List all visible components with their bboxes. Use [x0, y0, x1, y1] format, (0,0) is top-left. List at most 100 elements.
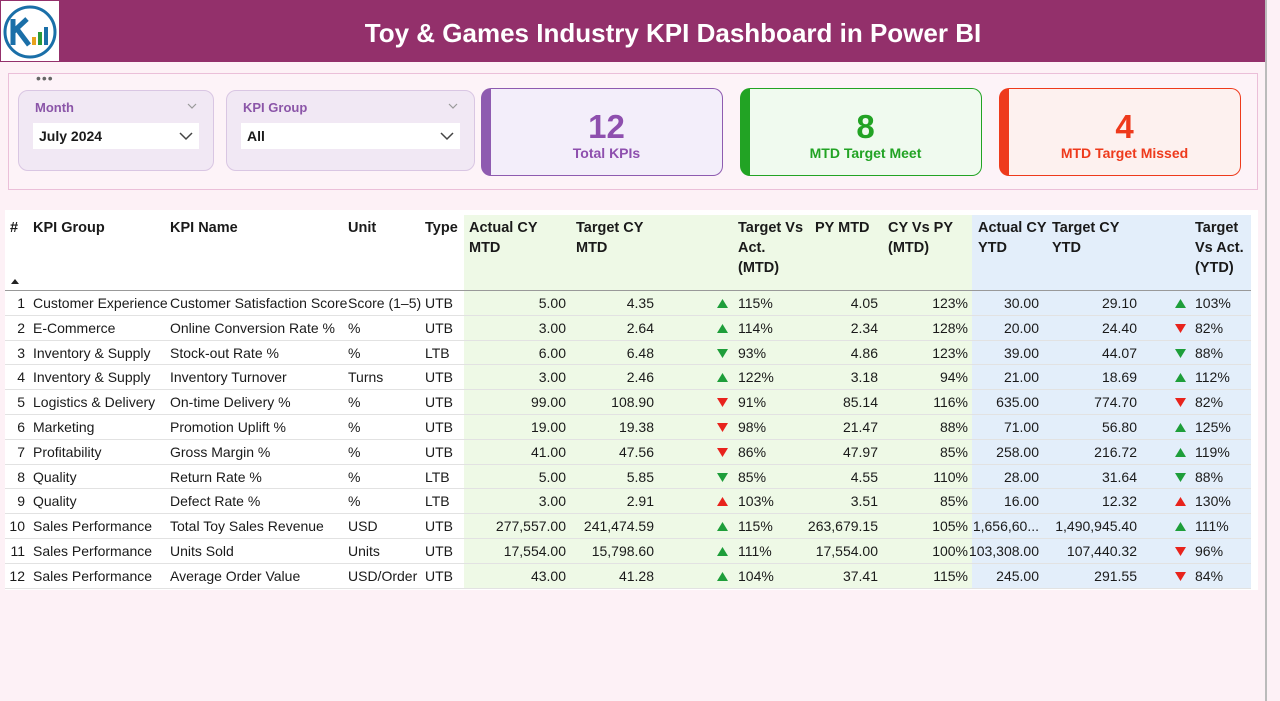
status-arrow — [717, 497, 728, 507]
table-cell: 16.00 — [1003, 493, 1039, 510]
column-header[interactable]: Unit — [348, 220, 377, 236]
row-rule — [5, 339, 1251, 341]
status-arrow — [717, 547, 728, 556]
table-cell: UTB — [425, 567, 453, 584]
table-cell: 3.18 — [850, 369, 878, 386]
table-cell: Total Toy Sales Revenue — [170, 518, 324, 535]
table-cell: 111% — [738, 543, 772, 559]
table-cell: 85% — [738, 468, 767, 485]
status-arrow — [1175, 497, 1186, 507]
table-cell: 111% — [1195, 518, 1229, 535]
dashboard-title: Toy & Games Industry KPI Dashboard in Po… — [364, 18, 982, 48]
status-arrow — [717, 323, 728, 333]
card-value: 4 — [1115, 108, 1134, 145]
logo-icon — [3, 5, 57, 59]
column-header[interactable]: CY Vs PY (MTD) — [888, 220, 953, 256]
filter-dropdown[interactable]: All — [241, 123, 460, 149]
column-header[interactable]: Target Vs Act. (MTD) — [738, 220, 804, 276]
row-rule — [5, 438, 1251, 440]
table-cell: Gross Margin % — [170, 443, 271, 460]
table-cell: 4.05 — [850, 295, 878, 311]
table-cell: 107,440.32 — [1066, 543, 1137, 559]
column-header[interactable]: Actual CY YTD — [978, 220, 1047, 256]
table-cell: 31.64 — [1101, 468, 1137, 485]
collapse-chevron — [448, 103, 458, 109]
status-arrow — [1175, 299, 1186, 308]
table-cell: 88% — [1195, 468, 1224, 485]
table-cell: 88% — [939, 419, 968, 435]
filter-label: KPI Group — [243, 100, 308, 115]
table-cell: Stock-out Rate % — [170, 344, 279, 361]
table-cell: 41.00 — [530, 443, 566, 460]
table-cell: 43.00 — [530, 567, 566, 584]
table-cell: 93% — [738, 344, 767, 361]
column-header[interactable]: Type — [425, 220, 458, 236]
table-cell: 28.00 — [1003, 468, 1039, 485]
table-cell: 10 — [9, 518, 25, 535]
table-cell: 94% — [939, 369, 968, 386]
table-cell: 37.41 — [842, 567, 878, 584]
table-cell: 774.70 — [1094, 394, 1137, 411]
table-cell: Online Conversion Rate % — [170, 319, 335, 336]
filter-slicer[interactable]: KPI Group All — [226, 90, 475, 171]
card-value: 8 — [856, 108, 875, 145]
row-rule — [5, 364, 1251, 366]
filter-value: All — [247, 128, 265, 144]
table-cell: % — [348, 319, 361, 336]
table-cell: 6 — [17, 419, 25, 435]
table-cell: E-Commerce — [33, 319, 116, 336]
table-cell: UTB — [425, 419, 453, 435]
column-header[interactable]: Target CY YTD — [1052, 220, 1120, 256]
kpi-card: 12 Total KPIs — [481, 88, 723, 176]
status-arrow — [1175, 522, 1186, 532]
more-options[interactable]: ••• — [36, 70, 54, 86]
column-header[interactable]: PY MTD — [815, 220, 870, 236]
column-header[interactable]: Target Vs Act. (YTD) — [1195, 220, 1244, 276]
table-cell: Promotion Uplift % — [170, 419, 286, 435]
status-arrow — [1175, 447, 1186, 457]
table-cell: 8 — [17, 468, 25, 485]
status-arrow — [1175, 472, 1186, 482]
table-cell: 4.35 — [626, 295, 654, 311]
filter-slicer[interactable]: Month July 2024 — [18, 90, 214, 171]
table-cell: 47.97 — [842, 443, 878, 460]
filter-dropdown[interactable]: July 2024 — [33, 123, 199, 149]
table-cell: 5.00 — [538, 468, 566, 485]
status-arrow — [1175, 348, 1186, 358]
card-label: MTD Target Meet — [809, 145, 922, 161]
column-header[interactable]: # — [10, 220, 19, 236]
table-cell: 44.07 — [1101, 344, 1137, 361]
table-cell: 41.28 — [618, 567, 654, 584]
table-cell: 19.38 — [618, 419, 654, 435]
table-cell: 98% — [738, 419, 767, 435]
row-rule — [5, 463, 1251, 465]
table-cell: 2.46 — [626, 369, 654, 386]
status-arrow — [717, 472, 728, 482]
table-cell: 2.64 — [626, 319, 654, 336]
column-header[interactable]: Target CY MTD — [576, 220, 644, 256]
status-arrow — [717, 398, 728, 408]
table-cell: Turns — [348, 369, 384, 386]
table-cell: 4 — [17, 369, 25, 386]
table-cell: 12 — [9, 567, 25, 584]
table-cell: Score (1–5) — [348, 295, 422, 311]
column-header[interactable]: KPI Name — [170, 220, 238, 236]
column-header[interactable]: Actual CY MTD — [469, 220, 538, 256]
table-cell: 30.00 — [1003, 295, 1039, 311]
status-arrow — [1175, 323, 1186, 333]
table-cell: UTB — [425, 319, 453, 336]
table-cell: 47.56 — [618, 443, 654, 460]
table-cell: % — [348, 493, 361, 510]
table-cell: Customer Experience — [33, 295, 168, 311]
status-arrow — [717, 522, 728, 532]
column-header[interactable]: KPI Group — [33, 220, 105, 236]
status-arrow — [717, 373, 728, 383]
table-cell: 17,554.00 — [503, 543, 566, 559]
table-cell: USD — [348, 518, 378, 535]
dropdown-chevron — [179, 132, 193, 141]
table-cell: 11 — [10, 543, 25, 559]
row-rule — [5, 587, 1251, 589]
table-cell: 110% — [933, 468, 968, 485]
table-cell: 3.00 — [538, 493, 566, 510]
table-cell: 84% — [1195, 567, 1224, 584]
